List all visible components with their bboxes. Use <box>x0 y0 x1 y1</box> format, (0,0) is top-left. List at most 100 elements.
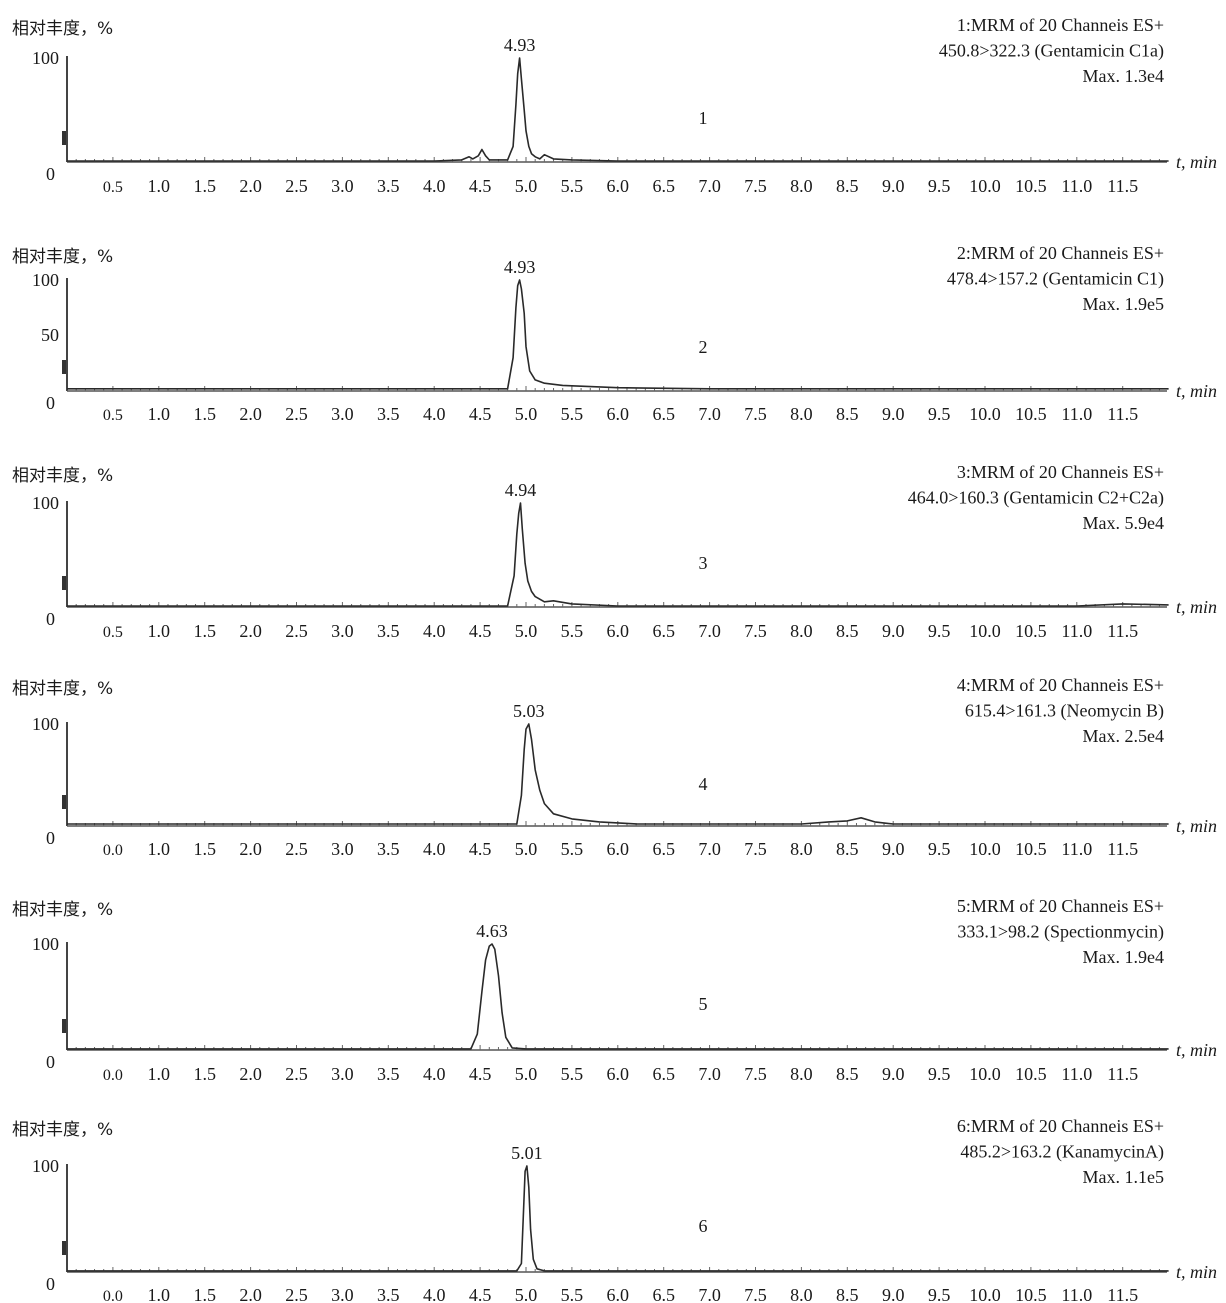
origin-marker <box>62 131 66 145</box>
chart-panel-4: 相对丰度，% 100 0 0.0 1.0 1.5 2.0 2.5 3.0 3.5 4.0 4.5 5.0… <box>12 675 1217 859</box>
x-tick-label: 4.0 <box>423 404 446 424</box>
x-tick-label: 5.0 <box>515 176 538 196</box>
x-tick-label: 5.5 <box>561 1064 584 1084</box>
y-tick-label: 100 <box>32 1156 59 1176</box>
x-tick-label: 6.0 <box>607 621 630 641</box>
x-tick-label: 11.5 <box>1107 404 1138 424</box>
chart-panel-2: 相对丰度，% 100 50 0 0.5 1.0 1.5 2.0 2.5 3.0 3.5 4.0 4.5 5… <box>12 243 1217 424</box>
x-tick-label: 4.0 <box>423 621 446 641</box>
x-tick-label: 2.5 <box>285 1064 308 1084</box>
peak-label: 4.93 <box>504 35 536 55</box>
y-tick-label: 100 <box>32 270 59 290</box>
y-axis-label: 相对丰度，% <box>12 247 113 267</box>
x-tick-label: 3.0 <box>331 839 354 859</box>
panel-title-line: 478.4>157.2 (Gentamicin C1) <box>947 269 1164 290</box>
x-tick-label: 9.5 <box>928 621 951 641</box>
x-tick-label: 7.0 <box>698 404 721 424</box>
x-tick-label: 11.0 <box>1061 621 1092 641</box>
x-tick-label: 8.5 <box>836 1064 859 1084</box>
x-tick-label: 5.0 <box>515 404 538 424</box>
chart-panel-5: 相对丰度，% 100 0 0.0 1.0 1.5 2.0 2.5 3.0 3.5 4.0 4.5 5.0… <box>12 896 1217 1084</box>
panel-title-line: 333.1>98.2 (Spectionmycin) <box>957 922 1164 943</box>
x-tick-label: 6.5 <box>652 1064 675 1084</box>
x-tick-label: 3.5 <box>377 404 400 424</box>
x-tick-label: 3.0 <box>331 176 354 196</box>
x-tick-label: 6.0 <box>607 1064 630 1084</box>
panel-title-line: 3:MRM of 20 Channeis ES+ <box>957 462 1164 482</box>
x-tick-label: 4.5 <box>469 621 492 641</box>
peak-label: 4.63 <box>476 921 508 941</box>
x-tick-label: 1.5 <box>193 621 216 641</box>
x-tick-label: 6.0 <box>607 1285 630 1303</box>
panel-title-line: 6:MRM of 20 Channeis ES+ <box>957 1116 1164 1136</box>
chart-panel-3: 相对丰度，% 100 0 0.5 1.0 1.5 2.0 2.5 3.0 3.5 4.0 4.5 5.0… <box>12 462 1217 641</box>
x-tick-label: 9.5 <box>928 1064 951 1084</box>
x-tick-label: 10.0 <box>969 1285 1001 1303</box>
y-axis-label: 相对丰度，% <box>12 1120 113 1140</box>
x-tick-label: 9.5 <box>928 404 951 424</box>
chromatogram-trace <box>67 943 1169 1050</box>
panel-number: 3 <box>699 553 708 573</box>
x-tick-label: 4.5 <box>469 1064 492 1084</box>
x-tick-label: 3.5 <box>377 176 400 196</box>
x-axis-label: t, min <box>1176 1262 1217 1282</box>
x-tick-label: 4.5 <box>469 404 492 424</box>
x-tick-label: 2.0 <box>239 404 262 424</box>
x-tick-label: 3.0 <box>331 621 354 641</box>
x-tick-label: 11.0 <box>1061 1064 1092 1084</box>
origin-marker <box>62 360 66 374</box>
x-axis-label: t, min <box>1176 597 1217 617</box>
x-tick-label: 0.5 <box>103 624 123 641</box>
panel-title-line: 615.4>161.3 (Neomycin B) <box>965 701 1164 722</box>
x-tick-label: 11.0 <box>1061 1285 1092 1303</box>
x-tick-label: 2.5 <box>285 404 308 424</box>
x-tick-label: 9.0 <box>882 621 905 641</box>
x-tick-label: 3.0 <box>331 1285 354 1303</box>
x-axis-label: t, min <box>1176 381 1217 401</box>
x-tick-label: 7.5 <box>744 1285 767 1303</box>
x-tick-label: 8.5 <box>836 839 859 859</box>
origin-marker <box>62 795 66 809</box>
x-tick-label: 9.0 <box>882 1285 905 1303</box>
x-tick-label: 4.5 <box>469 176 492 196</box>
panel-title-line: Max. 2.5e4 <box>1083 726 1164 746</box>
x-tick-label: 5.5 <box>561 404 584 424</box>
x-tick-label: 8.0 <box>790 1285 813 1303</box>
x-tick-label: 4.0 <box>423 1285 446 1303</box>
origin-marker <box>62 576 66 590</box>
x-tick-label: 11.5 <box>1107 1064 1138 1084</box>
x-axis-label: t, min <box>1176 816 1217 836</box>
x-tick-label: 0.0 <box>103 842 123 859</box>
x-tick-label: 1.0 <box>148 176 171 196</box>
x-tick-label: 3.0 <box>331 1064 354 1084</box>
x-tick-label: 0.0 <box>103 1067 123 1084</box>
panel-number: 5 <box>699 994 708 1014</box>
x-tick-label: 10.5 <box>1015 1285 1047 1303</box>
x-tick-label: 7.0 <box>698 1285 721 1303</box>
x-tick-label: 5.5 <box>561 1285 584 1303</box>
x-tick-label: 11.0 <box>1061 404 1092 424</box>
peak-label: 4.94 <box>505 480 537 500</box>
y-axis-label: 相对丰度，% <box>12 19 113 39</box>
x-tick-label: 1.5 <box>193 176 216 196</box>
x-tick-label: 6.0 <box>607 404 630 424</box>
x-tick-label: 8.0 <box>790 176 813 196</box>
x-tick-label: 1.0 <box>148 1285 171 1303</box>
y-tick-label: 0 <box>46 164 55 184</box>
y-tick-label: 100 <box>32 48 59 68</box>
x-tick-label: 7.5 <box>744 839 767 859</box>
x-tick-label: 5.0 <box>515 839 538 859</box>
x-tick-label: 1.5 <box>193 839 216 859</box>
panel-title-line: 1:MRM of 20 Channeis ES+ <box>957 15 1164 35</box>
x-tick-label: 10.5 <box>1015 621 1047 641</box>
origin-marker <box>62 1241 66 1255</box>
x-tick-label: 3.5 <box>377 621 400 641</box>
x-tick-label: 5.5 <box>561 839 584 859</box>
x-tick-label: 8.0 <box>790 621 813 641</box>
chart-panel-1: 相对丰度，% 100 0 0.5 1.0 1.5 2.0 2.5 3.0 3.5 4.0 4.5 5.0… <box>12 15 1217 196</box>
x-tick-label: 8.5 <box>836 404 859 424</box>
x-tick-label: 5.5 <box>561 621 584 641</box>
x-tick-label: 3.5 <box>377 1285 400 1303</box>
x-tick-label: 1.0 <box>148 404 171 424</box>
panel-title-line: Max. 1.9e4 <box>1083 947 1164 967</box>
